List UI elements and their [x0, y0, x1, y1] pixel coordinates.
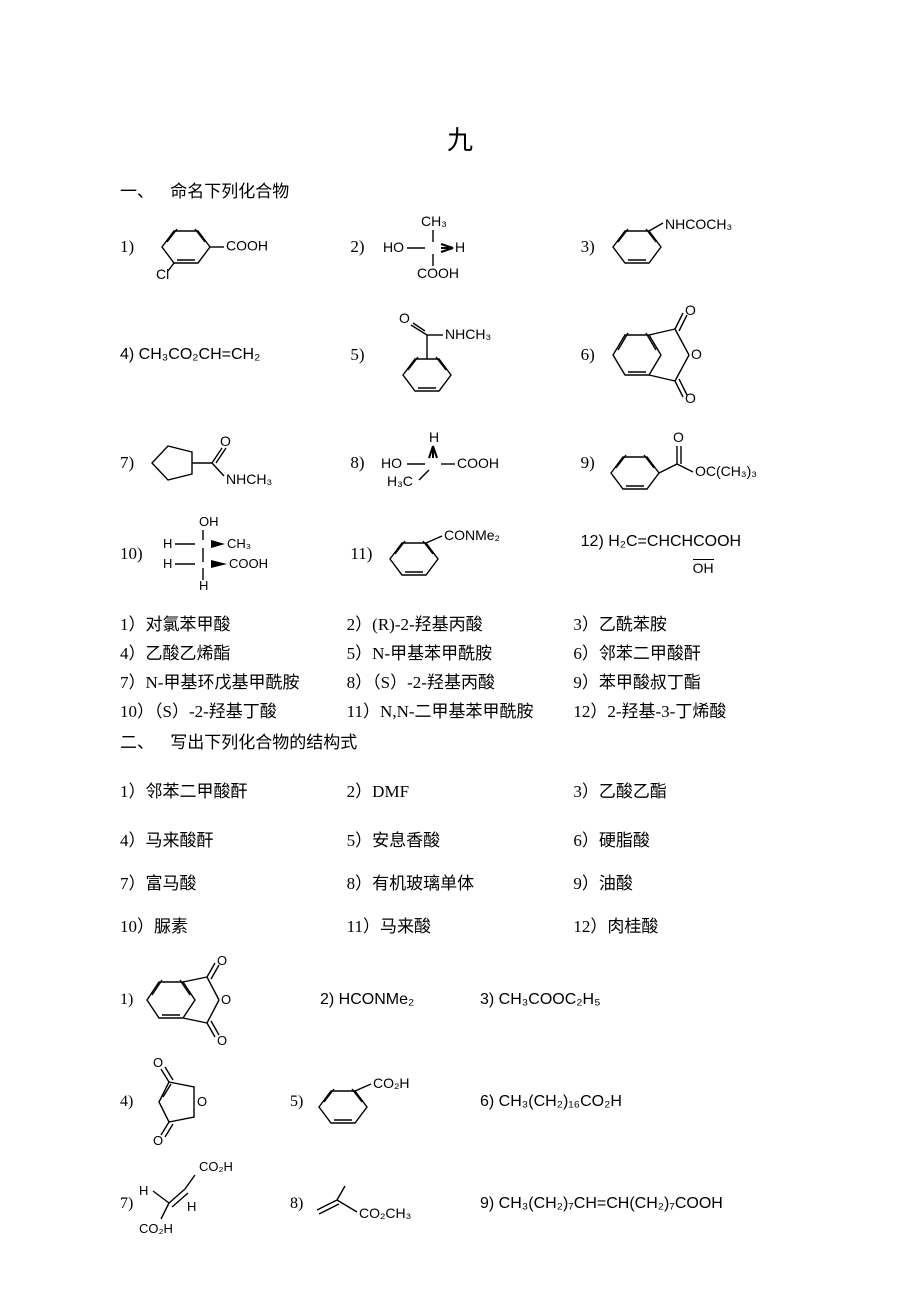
- svg-text:NHCOCH₃: NHCOCH₃: [665, 216, 732, 232]
- svg-text:COOH: COOH: [417, 265, 459, 281]
- page-title: 九: [120, 120, 800, 157]
- svg-text:CH₃: CH₃: [227, 536, 251, 551]
- draw-struct-8: CO₂CH₃: [309, 1174, 429, 1234]
- svg-text:H: H: [163, 556, 172, 571]
- draw-row-2: 4) O O O 5) CO₂H 6) CH₃(CH₂)₁₆CO₂H: [120, 1057, 800, 1147]
- svg-text:O: O: [685, 390, 696, 406]
- prob-11-num: 11): [350, 544, 372, 564]
- prob-12-sub: OH: [693, 559, 714, 576]
- draw-row-3: 7) CO₂H H H CO₂H 8) CO₂CH₃ 9) CH₃(CH₂)₇C…: [120, 1159, 800, 1249]
- prob-10-num: 10): [120, 544, 143, 564]
- svg-text:CH₃: CH₃: [421, 213, 447, 229]
- draw-struct-7: CO₂H H H CO₂H: [139, 1159, 249, 1249]
- prob-4: 4) CH₃CO₂CH=CH₂: [120, 346, 260, 364]
- svg-text:H₃C: H₃C: [387, 473, 413, 489]
- struct-5: O NHCH₃: [373, 305, 523, 405]
- svg-text:H: H: [199, 578, 208, 593]
- svg-text:O: O: [685, 302, 696, 318]
- prob-6-num: 6): [581, 345, 595, 365]
- svg-text:H: H: [139, 1183, 148, 1198]
- svg-text:H: H: [187, 1199, 196, 1214]
- svg-text:O: O: [673, 429, 684, 445]
- svg-text:Cl: Cl: [156, 266, 169, 282]
- svg-text:NHCH₃: NHCH₃: [445, 326, 491, 342]
- prob-7-num: 7): [120, 453, 134, 473]
- prob-1-num: 1): [120, 237, 134, 257]
- prob-3-num: 3): [581, 237, 595, 257]
- svg-text:HO: HO: [383, 239, 404, 255]
- answer-row-1: 1）对氯苯甲酸 2）(R)-2-羟基丙酸 3）乙酰苯胺: [120, 610, 800, 635]
- names-row-2: 4）马来酸酐 5）安息香酸 6）硬脂酸: [120, 826, 800, 851]
- svg-text:O: O: [153, 1133, 163, 1148]
- draw-struct-1: O O O: [139, 955, 249, 1045]
- svg-text:CO₂H: CO₂H: [199, 1159, 233, 1174]
- svg-text:O: O: [399, 310, 410, 326]
- problem-row-4: 10) OH H CH₃ H COOH H 11) CONMe₂ 12) H₂C…: [120, 516, 800, 592]
- prob-8-num: 8): [350, 453, 364, 473]
- section2-heading: 二、 写出下列化合物的结构式: [120, 728, 800, 753]
- svg-text:O: O: [217, 953, 227, 968]
- struct-9: O OC(CH₃)₃: [603, 428, 773, 498]
- answer-row-3: 7）N-甲基环戊基甲酰胺 8）（S）-2-羟基丙酸 9）苯甲酸叔丁酯: [120, 668, 800, 693]
- svg-text:COOH: COOH: [226, 238, 268, 254]
- svg-text:CONMe₂: CONMe₂: [444, 527, 500, 543]
- prob-9-num: 9): [581, 453, 595, 473]
- section1-heading: 一、 命名下列化合物: [120, 177, 800, 202]
- struct-2: CH₃ HO H COOH: [373, 214, 493, 280]
- prob-2-num: 2): [350, 237, 364, 257]
- problem-row-1: 1) COOH Cl 2) CH₃ HO H COOH: [120, 212, 800, 282]
- struct-10: OH H CH₃ H COOH H: [151, 516, 281, 592]
- svg-text:NHCH₃: NHCH₃: [226, 471, 272, 487]
- answer-row-4: 10）（S）-2-羟基丁酸 11）N,N-二甲基苯甲酰胺 12）2-羟基-3-丁…: [120, 697, 800, 722]
- answer-row-2: 4）乙酸乙烯酯 5）N-甲基苯甲酰胺 6）邻苯二甲酸酐: [120, 639, 800, 664]
- svg-text:CO₂CH₃: CO₂CH₃: [359, 1205, 411, 1221]
- svg-text:O: O: [221, 992, 231, 1007]
- struct-3: NHCOCH₃: [603, 217, 763, 277]
- names-row-1: 1）邻苯二甲酸酐 2）DMF 3）乙酸乙酯: [120, 777, 800, 802]
- draw-row-1: 1) O O O 2) HCONMe₂ 3) CH₃COOC₂H₅: [120, 955, 800, 1045]
- draw-struct-4: O O O: [139, 1057, 229, 1147]
- prob-12: 12) H₂C=CHCHCOOH: [581, 533, 741, 551]
- svg-text:COOH: COOH: [229, 556, 268, 571]
- names-row-4: 10）脲素 11）马来酸 12）肉桂酸: [120, 912, 800, 937]
- svg-text:OC(CH₃)₃: OC(CH₃)₃: [695, 463, 757, 479]
- struct-1: COOH Cl: [142, 217, 272, 277]
- svg-text:O: O: [217, 1033, 227, 1048]
- svg-text:H: H: [455, 239, 465, 255]
- problem-row-2: 4) CH₃CO₂CH=CH₂ 5) O NHCH₃ 6): [120, 300, 800, 410]
- svg-text:H: H: [429, 429, 439, 445]
- draw-struct-5: CO₂H: [309, 1072, 439, 1132]
- struct-11: CONMe₂: [380, 524, 530, 584]
- svg-text:O: O: [220, 433, 231, 449]
- svg-text:O: O: [153, 1055, 163, 1070]
- svg-text:O: O: [691, 346, 702, 362]
- prob-5-num: 5): [350, 345, 364, 365]
- struct-8: H HO COOH H₃C: [373, 430, 503, 496]
- names-row-3: 7）富马酸 8）有机玻璃单体 9）油酸: [120, 869, 800, 894]
- svg-text:CO₂H: CO₂H: [139, 1221, 173, 1236]
- svg-text:CO₂H: CO₂H: [373, 1075, 410, 1091]
- svg-text:O: O: [197, 1094, 207, 1109]
- struct-6: O O O: [603, 305, 723, 405]
- struct-7: O NHCH₃: [142, 428, 292, 498]
- svg-text:COOH: COOH: [457, 455, 499, 471]
- svg-text:H: H: [163, 536, 172, 551]
- svg-text:HO: HO: [381, 455, 402, 471]
- problem-row-3: 7) O NHCH₃ 8) H HO COOH H₃C 9): [120, 428, 800, 498]
- svg-text:OH: OH: [199, 514, 219, 529]
